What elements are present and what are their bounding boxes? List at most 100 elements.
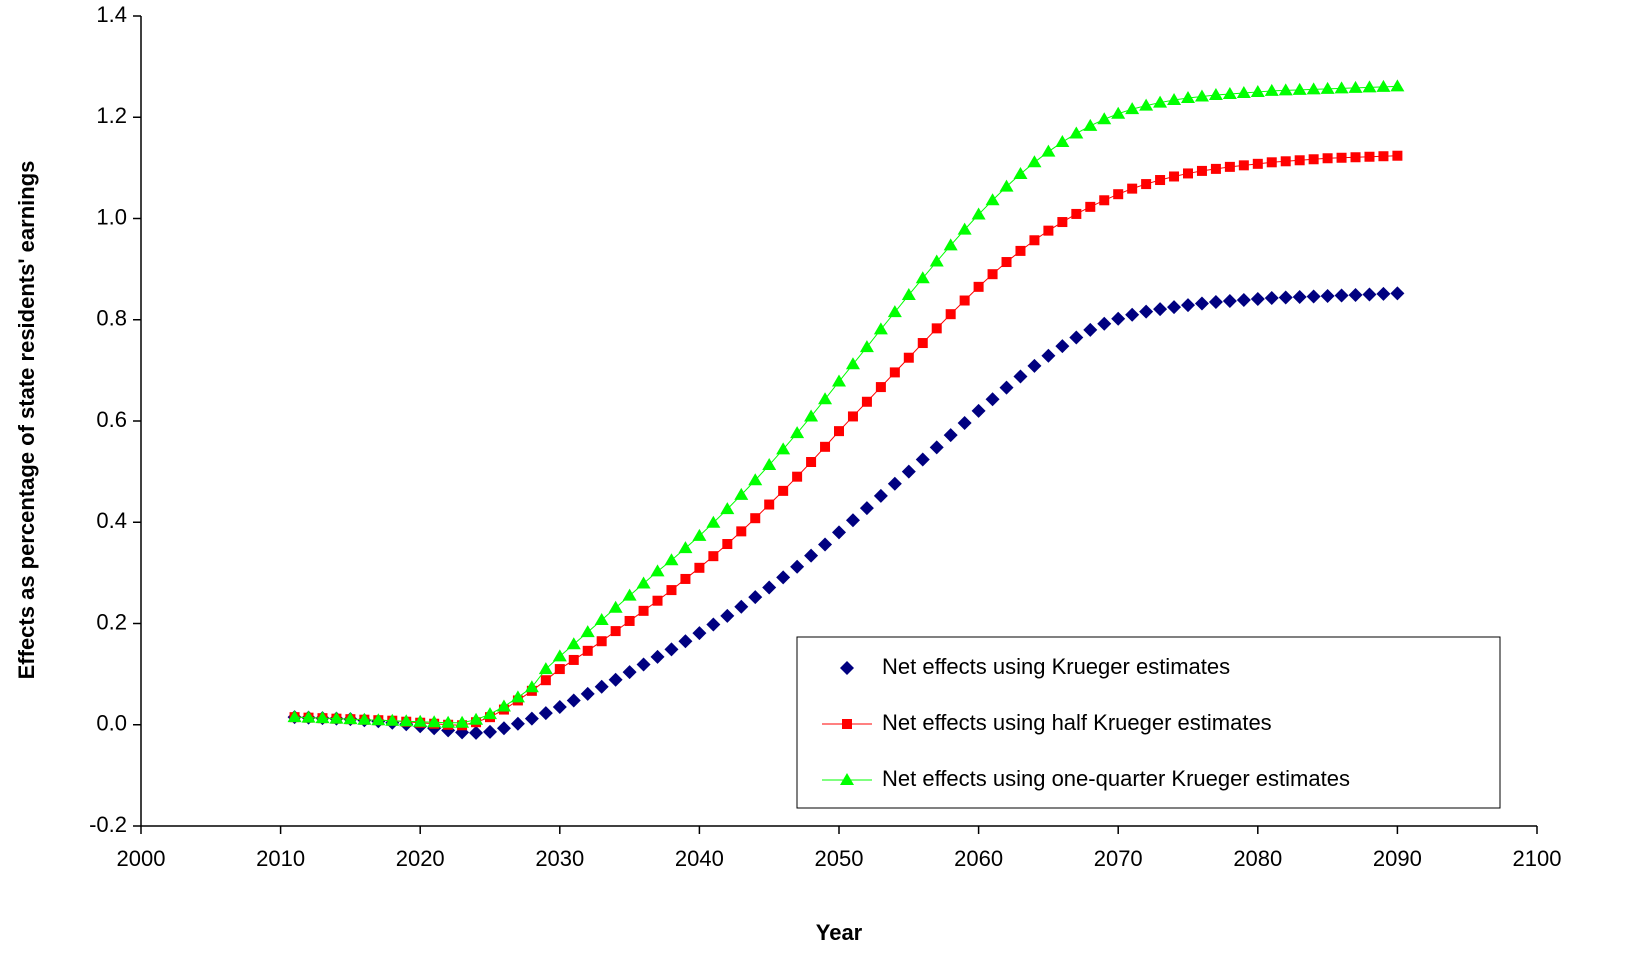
marker	[596, 636, 607, 647]
marker	[1097, 316, 1112, 331]
marker	[1029, 235, 1040, 246]
y-tick-label: 1.4	[96, 2, 127, 27]
marker	[1348, 287, 1363, 302]
marker	[1013, 369, 1028, 384]
marker	[1085, 201, 1096, 212]
marker	[764, 499, 775, 510]
marker	[915, 452, 930, 467]
legend: Net effects using Krueger estimates Net e…	[796, 636, 1501, 809]
marker	[538, 706, 553, 721]
marker	[987, 269, 998, 280]
marker	[1055, 339, 1070, 354]
marker	[652, 595, 663, 606]
marker	[580, 625, 595, 638]
marker	[1222, 86, 1237, 99]
marker	[413, 714, 428, 727]
marker	[1001, 257, 1012, 268]
legend-box	[796, 636, 1501, 809]
marker	[708, 551, 719, 562]
marker	[608, 672, 623, 687]
x-tick-label: 2020	[396, 846, 445, 871]
marker	[957, 222, 972, 235]
marker	[1350, 152, 1361, 163]
y-tick-label: 0.2	[96, 609, 127, 634]
marker	[971, 207, 986, 220]
marker	[804, 548, 819, 563]
marker	[427, 715, 442, 728]
marker	[1027, 358, 1042, 373]
marker	[455, 715, 470, 728]
marker	[706, 617, 721, 632]
marker	[1183, 168, 1193, 179]
x-tick-label: 2060	[954, 846, 1003, 871]
marker	[1194, 296, 1209, 311]
marker	[650, 564, 665, 577]
marker	[973, 281, 984, 292]
x-tick-label: 2080	[1233, 846, 1282, 871]
marker	[1292, 82, 1307, 95]
marker	[1153, 302, 1168, 317]
marker	[1027, 155, 1042, 168]
marker	[776, 570, 791, 585]
marker	[1320, 81, 1335, 94]
legend-marker	[840, 773, 854, 785]
marker	[1153, 95, 1168, 108]
marker	[1250, 291, 1265, 306]
marker	[889, 367, 900, 378]
marker	[792, 471, 803, 482]
marker	[692, 528, 707, 541]
marker	[1194, 89, 1209, 102]
y-tick-label: 1.0	[96, 204, 127, 229]
marker	[750, 513, 761, 524]
marker	[678, 541, 693, 554]
marker	[1196, 165, 1207, 176]
marker	[776, 442, 791, 455]
marker	[1043, 225, 1054, 236]
marker	[483, 707, 497, 720]
marker	[566, 693, 581, 708]
marker	[845, 513, 860, 528]
y-tick-label: 0.4	[96, 508, 127, 533]
marker	[706, 515, 721, 528]
marker	[1376, 286, 1391, 301]
x-axis-title: Year	[816, 920, 863, 945]
marker	[329, 711, 344, 724]
marker	[1250, 84, 1265, 97]
marker	[622, 588, 637, 601]
marker	[566, 637, 581, 650]
marker	[552, 700, 567, 715]
marker	[915, 271, 930, 284]
marker	[638, 605, 649, 616]
marker	[1167, 93, 1182, 106]
marker	[1169, 171, 1180, 182]
marker	[1264, 83, 1279, 96]
marker	[538, 662, 553, 675]
marker	[762, 580, 777, 595]
marker	[568, 654, 579, 665]
marker	[901, 464, 916, 479]
marker	[859, 501, 874, 516]
marker	[1083, 322, 1098, 337]
marker	[748, 590, 763, 605]
marker	[1294, 155, 1305, 166]
marker	[594, 612, 609, 625]
marker	[1057, 217, 1068, 228]
marker	[806, 457, 817, 468]
marker	[1210, 163, 1221, 174]
marker	[999, 380, 1014, 395]
marker	[554, 664, 565, 675]
marker	[720, 502, 735, 515]
marker	[832, 525, 846, 540]
marker	[1139, 98, 1154, 111]
marker	[887, 476, 902, 491]
marker	[790, 426, 805, 439]
marker	[943, 428, 958, 443]
marker	[1362, 80, 1377, 93]
marker	[957, 416, 972, 431]
marker	[1181, 298, 1195, 313]
marker	[1364, 151, 1375, 162]
x-tick-label: 2000	[117, 846, 166, 871]
marker	[301, 710, 316, 723]
marker	[1083, 118, 1098, 131]
